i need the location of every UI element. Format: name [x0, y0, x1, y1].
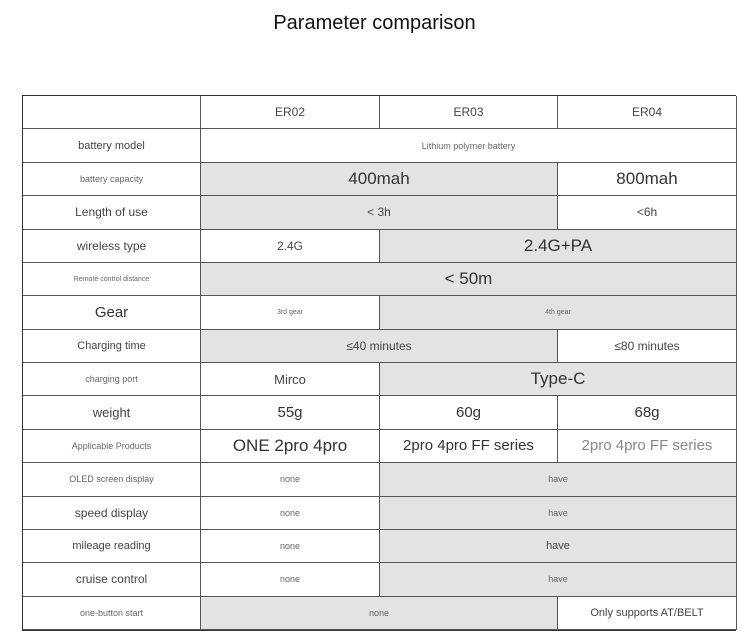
comparison-table: ER02 ER03 ER04 battery model Lithium pol…	[22, 95, 737, 631]
table-cell: 2pro 4pro FF series	[380, 429, 558, 464]
table-cell: Only supports AT/BELT	[558, 596, 737, 630]
table-cell: have	[380, 563, 737, 597]
table-cell: none	[201, 496, 380, 530]
table-cell: < 3h	[201, 196, 558, 230]
table-cell: 4th gear	[380, 296, 737, 330]
row-label: Remote control distance	[23, 262, 201, 297]
table-cell: 2.4G	[201, 229, 380, 263]
table-cell: none	[201, 463, 380, 497]
row-label: Charging time	[23, 329, 201, 363]
row-label: battery capacity	[23, 162, 201, 197]
header-er02: ER02	[201, 96, 380, 130]
table-cell: Lithium polymer battery	[201, 129, 737, 163]
header-cell-empty	[23, 96, 201, 130]
page-title: Parameter comparison	[273, 12, 476, 34]
table-cell: 400mah	[201, 162, 558, 197]
table-cell: 2pro 4pro FF series	[558, 429, 737, 464]
table-cell: ≤80 minutes	[558, 329, 737, 363]
table-cell: <6h	[558, 196, 737, 230]
row-label: Applicable Products	[23, 429, 201, 464]
table-cell: have	[380, 463, 737, 497]
row-label: speed display	[23, 496, 201, 530]
header-er04: ER04	[558, 96, 737, 130]
table-cell: 60g	[380, 396, 558, 430]
table-cell: < 50m	[201, 262, 737, 297]
table-cell: Mirco	[201, 363, 380, 397]
row-label: charging port	[23, 363, 201, 397]
table-cell: 3rd gear	[201, 296, 380, 330]
table-cell: Type-C	[380, 363, 737, 397]
row-label: one-button start	[23, 596, 201, 630]
row-label: weight	[23, 396, 201, 430]
table-cell: have	[380, 496, 737, 530]
table-cell: none	[201, 596, 558, 630]
row-label: mileage reading	[23, 529, 201, 564]
table-cell: none	[201, 563, 380, 597]
table-cell: ≤40 minutes	[201, 329, 558, 363]
table-cell: 800mah	[558, 162, 737, 197]
table-cell: 55g	[201, 396, 380, 430]
row-label: cruise control	[23, 563, 201, 597]
table-cell: 2.4G+PA	[380, 229, 737, 263]
row-label: battery model	[23, 129, 201, 163]
table-cell: ONE 2pro 4pro	[201, 429, 380, 464]
row-label: OLED screen display	[23, 463, 201, 497]
row-label: wireless type	[23, 229, 201, 263]
row-label: Gear	[23, 296, 201, 330]
table-cell: none	[201, 529, 380, 564]
row-label: Length of use	[23, 196, 201, 230]
table-cell: have	[380, 529, 737, 564]
table-cell: 68g	[558, 396, 737, 430]
header-er03: ER03	[380, 96, 558, 130]
